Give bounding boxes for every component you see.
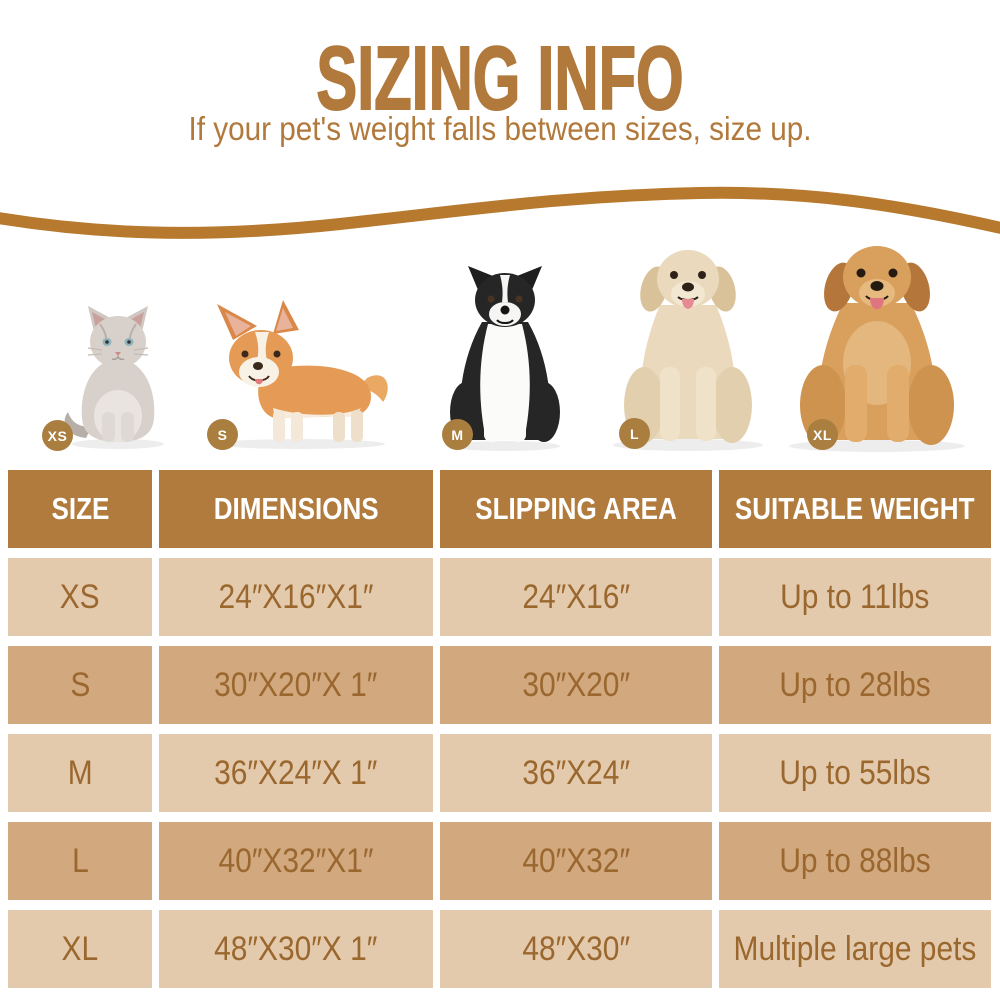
cell-xl-slipping-area: 48″X30″ bbox=[440, 910, 712, 988]
column-header-suitable-weight: SUITABLE WEIGHT bbox=[719, 470, 991, 548]
column-header-size: SIZE bbox=[8, 470, 152, 548]
cell-m-dimensions: 36″X24″X 1″ bbox=[159, 734, 433, 812]
size-badge-xl: XL bbox=[807, 419, 838, 450]
pet-photo-xs bbox=[58, 300, 178, 450]
pet-photo-s bbox=[195, 300, 395, 450]
size-badge-m: M bbox=[442, 419, 473, 450]
wave-divider bbox=[0, 186, 1000, 239]
border-collie-illustration bbox=[450, 266, 560, 451]
cell-s-size: S bbox=[8, 646, 152, 724]
cell-l-dimensions: 40″X32″X1″ bbox=[159, 822, 433, 900]
column-header-suitable-weight-label: SUITABLE WEIGHT bbox=[735, 491, 975, 526]
cream-golden-retriever-illustration bbox=[613, 250, 763, 451]
cell-s-slipping-area: 30″X20″ bbox=[440, 646, 712, 724]
cell-m-size: M bbox=[8, 734, 152, 812]
cell-l-slipping-area: 40″X32″ bbox=[440, 822, 712, 900]
cell-m-suitable-weight: Up to 55lbs bbox=[719, 734, 991, 812]
column-header-slipping-area-label: SLIPPING AREA bbox=[475, 491, 677, 526]
cell-xs-size: XS bbox=[8, 558, 152, 636]
cell-s-dimensions: 30″X20″X 1″ bbox=[159, 646, 433, 724]
page-subtitle: If your pet's weight falls between sizes… bbox=[188, 110, 812, 147]
golden-retriever-illustration bbox=[789, 246, 965, 452]
cell-xs-slipping-area: 24″X16″ bbox=[440, 558, 712, 636]
column-header-slipping-area: SLIPPING AREA bbox=[440, 470, 712, 548]
sizing-table: SIZE DIMENSIONS SLIPPING AREA SUITABLE W… bbox=[8, 470, 991, 988]
corgi-illustration bbox=[215, 300, 388, 449]
cell-xl-suitable-weight: Multiple large pets bbox=[719, 910, 991, 988]
size-badge-s: S bbox=[207, 419, 238, 450]
cell-l-suitable-weight: Up to 88lbs bbox=[719, 822, 991, 900]
pet-photo-xl bbox=[775, 233, 980, 453]
size-badge-l: L bbox=[619, 418, 650, 449]
pet-photo-m bbox=[440, 262, 570, 452]
cell-xl-dimensions: 48″X30″X 1″ bbox=[159, 910, 433, 988]
column-header-dimensions: DIMENSIONS bbox=[159, 470, 433, 548]
column-header-size-label: SIZE bbox=[51, 491, 109, 526]
cell-xs-suitable-weight: Up to 11lbs bbox=[719, 558, 991, 636]
cat-illustration bbox=[64, 306, 164, 449]
column-header-dimensions-label: DIMENSIONS bbox=[213, 491, 379, 526]
cell-l-size: L bbox=[8, 822, 152, 900]
cell-xs-dimensions: 24″X16″X1″ bbox=[159, 558, 433, 636]
size-badge-xs: XS bbox=[42, 420, 73, 451]
page-title: SIZING INFO bbox=[316, 28, 685, 130]
pet-photo-l bbox=[598, 237, 778, 452]
cell-s-suitable-weight: Up to 28lbs bbox=[719, 646, 991, 724]
cell-m-slipping-area: 36″X24″ bbox=[440, 734, 712, 812]
pets-row: XS S M L XL bbox=[0, 0, 1000, 470]
cell-xl-size: XL bbox=[8, 910, 152, 988]
